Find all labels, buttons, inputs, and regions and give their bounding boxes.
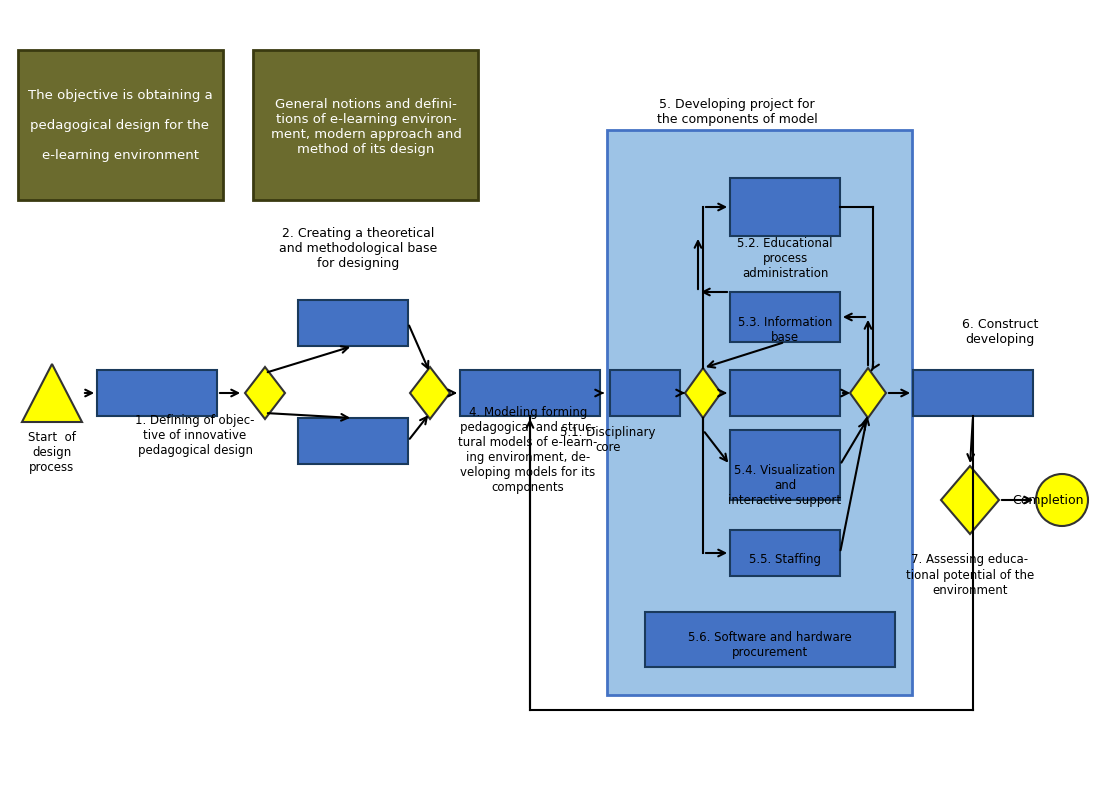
Text: 2. Creating a theoretical
and methodological base
for designing: 2. Creating a theoretical and methodolog… <box>279 226 437 269</box>
Bar <box>460 370 600 416</box>
Polygon shape <box>22 364 82 422</box>
Text: 5.3. Information
base: 5.3. Information base <box>738 316 832 344</box>
Bar <box>607 130 912 695</box>
Polygon shape <box>410 367 450 419</box>
Bar <box>253 50 478 200</box>
Polygon shape <box>245 367 284 419</box>
Bar <box>18 50 223 200</box>
Text: 5.6. Software and hardware
procurement: 5.6. Software and hardware procurement <box>688 631 852 659</box>
Text: 4. Modeling forming
pedagogical and struc-
tural models of e-learn-
ing environm: 4. Modeling forming pedagogical and stru… <box>458 406 598 494</box>
Text: 5.1. Disciplinary
core: 5.1. Disciplinary core <box>560 426 655 454</box>
Text: 6. Construct
developing: 6. Construct developing <box>962 318 1038 346</box>
Circle shape <box>1036 474 1088 526</box>
Polygon shape <box>941 466 999 534</box>
Polygon shape <box>850 368 886 418</box>
Bar <box>610 370 680 416</box>
Text: 7. Assessing educa-
tional potential of the
environment: 7. Assessing educa- tional potential of … <box>906 553 1034 597</box>
Text: 5.2. Educational
process
administration: 5.2. Educational process administration <box>737 236 833 280</box>
Text: 5. Developing project for
the components of model: 5. Developing project for the components… <box>656 98 818 126</box>
Bar <box>298 300 408 346</box>
Text: General notions and defini-
tions of e-learning environ-
ment, modern approach a: General notions and defini- tions of e-l… <box>271 98 461 156</box>
Text: The objective is obtaining a

pedagogical design for the

e-learning environment: The objective is obtaining a pedagogical… <box>28 88 213 162</box>
Bar <box>730 430 840 500</box>
Text: Completion: Completion <box>1012 493 1084 507</box>
Bar <box>730 370 840 416</box>
Bar <box>913 370 1033 416</box>
Bar <box>730 292 840 342</box>
Text: 5.5. Staffing: 5.5. Staffing <box>749 553 821 567</box>
Text: Start  of
design
process: Start of design process <box>28 430 76 474</box>
Bar <box>730 530 840 576</box>
Bar <box>97 370 217 416</box>
Bar <box>298 418 408 464</box>
Bar <box>730 178 840 236</box>
Text: 1. Defining of objec-
tive of innovative
pedagogical design: 1. Defining of objec- tive of innovative… <box>136 414 254 456</box>
Text: 5.4. Visualization
and
interactive support: 5.4. Visualization and interactive suppo… <box>728 463 841 507</box>
Polygon shape <box>685 368 721 418</box>
Bar <box>645 612 895 667</box>
